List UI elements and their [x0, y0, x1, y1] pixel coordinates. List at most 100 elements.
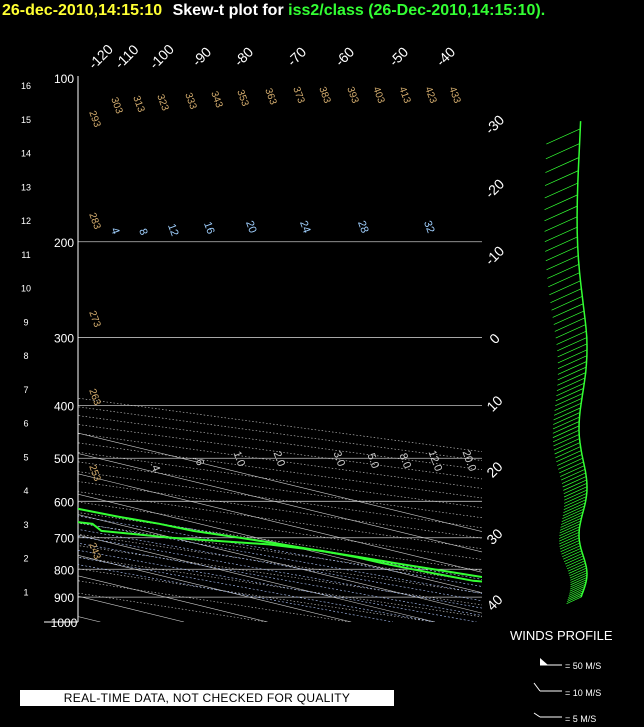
- title-station: iss2/class (26-Dec-2010,14:15:10).: [288, 2, 546, 19]
- height-label-7: 7: [23, 385, 28, 395]
- temp-right-label--30: -30: [482, 112, 508, 138]
- temp-top-label--80: -80: [231, 44, 257, 70]
- height-label-6: 6: [23, 419, 28, 429]
- moist-label-8: 8: [136, 227, 149, 237]
- temp-right-label-30: 30: [483, 525, 505, 547]
- dry-adiabat-label-363: 363: [262, 87, 278, 107]
- wind-barb: [544, 205, 578, 222]
- wind-barb: [569, 567, 587, 577]
- wind-barb: [562, 550, 582, 560]
- wind-barb: [563, 483, 588, 495]
- dry-adiabat-243: [78, 592, 267, 622]
- wind-barb: [546, 128, 581, 145]
- title-date: 26-dec-2010,14:15:10: [2, 2, 163, 19]
- pressure-label-400: 400: [54, 400, 74, 414]
- dry-adiabat-283: [78, 545, 482, 606]
- moist-label-16: 16: [201, 220, 216, 236]
- mixing-ratio-label-20.0: 20.0: [460, 449, 479, 473]
- height-label-9: 9: [23, 317, 28, 327]
- wind-barb: [557, 349, 588, 364]
- mixing-ratio-label-8.0: 8.0: [397, 452, 414, 470]
- mixing-ratio-label-2.0: 2.0: [271, 450, 288, 468]
- pressure-label-500: 500: [54, 452, 74, 466]
- wind-barb: [557, 343, 588, 358]
- wind-barb: [563, 496, 587, 507]
- wind-legend-flag-50: [540, 658, 548, 665]
- wind-legend-5: = 5 M/S: [565, 714, 597, 724]
- dry-adiabat-left-label-283: 283: [86, 211, 102, 231]
- wind-barb: [559, 531, 580, 542]
- height-label-8: 8: [23, 351, 28, 361]
- dewpoint-line: [78, 521, 482, 583]
- dry-adiabat-253: [78, 580, 350, 622]
- wind-barb: [545, 246, 578, 262]
- wind-barb: [553, 434, 580, 447]
- height-label-2: 2: [23, 554, 28, 564]
- temp-top-label--70: -70: [284, 44, 310, 70]
- temp-top-label--100: -100: [146, 41, 177, 72]
- dry-adiabat-373: [78, 451, 482, 509]
- dry-adiabat-273: [78, 556, 482, 618]
- wind-barb: [553, 402, 582, 416]
- height-label-14: 14: [21, 149, 31, 159]
- dry-adiabat-label-303: 303: [108, 96, 124, 116]
- height-label-11: 11: [21, 250, 30, 260]
- wind-barb: [557, 337, 587, 352]
- wind-barb: [559, 523, 581, 534]
- quality-banner: REAL-TIME DATA, NOT CHECKED FOR QUALITY: [20, 690, 394, 706]
- isotherm--50: [78, 616, 101, 622]
- wind-barb: [555, 446, 581, 459]
- dry-adiabat-label-393: 393: [344, 85, 360, 105]
- mixing-ratio-label-12.0: 12.0: [426, 449, 445, 473]
- wind-barb: [556, 382, 585, 397]
- wind-barb: [569, 583, 586, 592]
- sounding-profiles: [78, 507, 482, 583]
- wind-barb: [567, 592, 583, 600]
- temp-top-label--50: -50: [386, 44, 412, 70]
- isotherm-40: [78, 432, 482, 532]
- pressure-label-100: 100: [54, 72, 74, 86]
- wind-barb: [557, 366, 587, 381]
- wind-barb: [560, 542, 580, 552]
- wind-barb: [565, 558, 585, 567]
- temp-top-label--120: -120: [85, 41, 116, 72]
- wind-barb: [570, 579, 587, 588]
- dry-adiabat-left-label-273: 273: [86, 309, 102, 329]
- height-label-1: 1: [23, 587, 28, 597]
- wind-barb: [555, 388, 584, 402]
- wind-barb: [557, 454, 583, 466]
- mixing-ratio-label-3.0: 3.0: [331, 450, 348, 468]
- wind-barb: [560, 465, 585, 477]
- isotherm-0: [78, 514, 482, 614]
- wind-barb: [566, 596, 582, 604]
- wind-barb: [563, 479, 587, 491]
- wind-barb: [568, 590, 584, 598]
- temp-top-label--40: -40: [433, 44, 459, 70]
- mixing-ratio-label-5.0: 5.0: [365, 452, 382, 470]
- mixing-ratio-label-.4: .4: [148, 461, 162, 474]
- wind-barb: [560, 468, 586, 481]
- wind-legend-50: = 50 M/S: [565, 661, 602, 671]
- pressure-label-900: 900: [54, 591, 74, 605]
- title-plot-label: Skew-t plot for: [172, 2, 284, 19]
- pressure-label-1000: 1000: [51, 616, 78, 630]
- wind-barb: [561, 511, 584, 522]
- dry-adiabat-label-353: 353: [234, 88, 250, 108]
- isotherm-20: [78, 473, 482, 573]
- height-label-13: 13: [21, 182, 31, 192]
- moist-label-12: 12: [165, 222, 180, 238]
- moist-label-24: 24: [297, 219, 312, 235]
- wind-barb: [559, 526, 580, 537]
- wind-barb: [553, 310, 585, 325]
- temp-top-label--110: -110: [111, 41, 142, 72]
- moist-label-20: 20: [243, 219, 258, 235]
- height-label-4: 4: [23, 486, 28, 496]
- isotherm--60: [0, 78, 17, 622]
- mixing-ratio-label-.6: .6: [192, 455, 206, 468]
- wind-barb: [559, 529, 580, 539]
- temp-right-label-10: 10: [483, 392, 505, 414]
- wind-barb: [559, 534, 580, 545]
- wind-barb: [562, 476, 587, 488]
- wind-barb: [563, 486, 588, 498]
- wind-barb: [552, 303, 584, 318]
